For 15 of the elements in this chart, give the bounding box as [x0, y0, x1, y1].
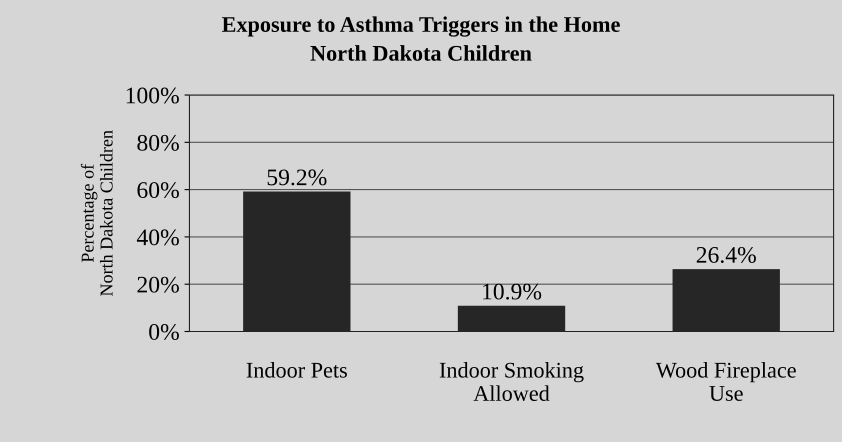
chart-title: Exposure to Asthma Triggers in the Home [222, 16, 620, 37]
y-tick-label: 60% [137, 182, 179, 198]
y-tick-label: 80% [137, 134, 179, 151]
y-tick-label: 0% [149, 324, 179, 340]
y-tick-label: 100% [126, 88, 179, 104]
y-tick-label: 20% [137, 276, 179, 293]
y-tick-label: 40% [136, 229, 179, 246]
data-label: 59.2% [268, 169, 326, 186]
chart-subtitle: North Dakota Children [310, 45, 532, 61]
y-axis-title: Percentage of North Dakota Children [80, 130, 113, 296]
x-tick-label: Wood Fireplace Use [656, 362, 796, 401]
data-label: 10.9% [483, 284, 542, 300]
data-label: 26.4% [696, 246, 756, 263]
x-tick-label: Indoor Smoking Allowed [440, 362, 584, 401]
x-tick-label: Indoor Pets [246, 362, 347, 378]
